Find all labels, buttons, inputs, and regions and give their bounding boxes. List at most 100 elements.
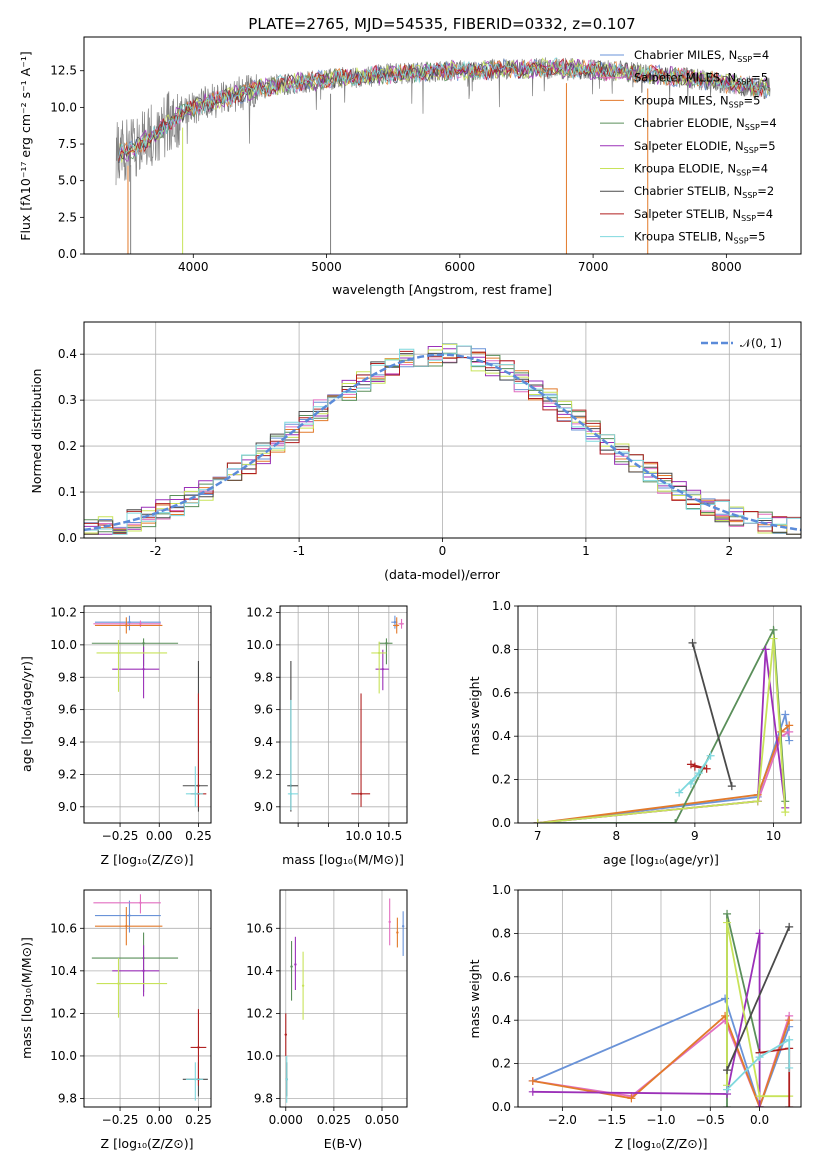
weight-series-line <box>537 626 787 823</box>
plot-area <box>287 615 404 812</box>
axes-frame <box>517 605 802 824</box>
x-tick-label: 7000 <box>578 260 609 274</box>
x-tick-label: 2 <box>725 544 733 558</box>
weight-marker <box>753 797 762 806</box>
weight-marker <box>761 645 770 654</box>
x-tick-label: 0.0 <box>750 1113 769 1127</box>
residuals-x-label: (data-model)/error <box>384 567 501 582</box>
legend-nssp: =5 <box>751 71 768 85</box>
data-point <box>142 642 145 645</box>
x-tick-label: 8 <box>612 829 620 843</box>
weight-z-x-label: Z [log₁₀(Z/Z⊙)] <box>615 1136 708 1151</box>
y-tick-label: 9.0 <box>58 800 77 814</box>
data-point <box>284 1033 287 1036</box>
weight-marker <box>702 764 711 773</box>
plot-area <box>284 898 405 1103</box>
y-tick-label: 10.4 <box>50 964 77 978</box>
plot-area <box>115 57 771 254</box>
weight-marker <box>755 929 764 938</box>
y-tick-label: 9.8 <box>254 1091 273 1105</box>
weight-marker <box>706 751 715 760</box>
x-tick-label: -2 <box>150 544 162 558</box>
data-point <box>401 924 405 928</box>
legend-nssp: =5 <box>749 230 766 244</box>
x-tick-label: 0.00 <box>146 829 173 843</box>
weight-marker <box>723 1103 732 1107</box>
normal-reference-curve <box>84 353 801 532</box>
y-tick-label: 10.2 <box>246 1006 273 1020</box>
y-tick-label: 10.6 <box>50 921 77 935</box>
legend-nssp: =5 <box>744 93 761 107</box>
data-point <box>359 792 363 796</box>
x-tick-label: 9 <box>691 829 699 843</box>
legend-nssp: =4 <box>760 116 777 130</box>
plot-area <box>528 909 794 1107</box>
weight-series-line <box>678 755 712 794</box>
y-tick-label: 9.8 <box>58 670 77 684</box>
legend-label: Salpeter MILES, NSSP=5 <box>634 71 768 87</box>
y-tick-label: 9.0 <box>254 800 273 814</box>
legend-nssp: =4 <box>751 162 768 176</box>
y-tick-label: 9.8 <box>254 670 273 684</box>
weight-series-line <box>691 642 733 787</box>
y-tick-label: 0.0 <box>58 247 77 261</box>
y-tick-label: 0.6 <box>492 686 511 700</box>
weight-marker <box>785 736 794 745</box>
age-mass-x-label: mass [log₁₀(M/M⊙)] <box>282 852 404 867</box>
mass-vs-extinction-panel: 0.000 0.025 0.050 9.8 10.0 10.2 10.4 10.6 <box>246 889 408 1127</box>
x-tick-label: −1.0 <box>646 1113 675 1127</box>
data-point <box>290 965 293 968</box>
weight-age-y-label: mass weight <box>467 676 482 755</box>
axes-frame <box>83 321 802 539</box>
y-tick-label: 2.5 <box>58 210 77 224</box>
y-tick-label: 1.0 <box>492 883 511 897</box>
x-tick-label: 0.000 <box>269 1113 303 1127</box>
y-tick-label: 10.0 <box>50 1049 77 1063</box>
weight-marker <box>755 1092 764 1101</box>
residuals-y-label: Normed distribution <box>29 369 44 494</box>
weight-series-line <box>726 926 791 1071</box>
legend-subscript: SSP <box>729 100 744 109</box>
y-tick-label: 10.0 <box>50 638 77 652</box>
legend-label: Salpeter ELODIE, NSSP=5 <box>634 139 776 155</box>
y-tick-label: 0.2 <box>58 439 77 453</box>
y-tick-label: 9.2 <box>58 767 77 781</box>
weight-marker <box>781 710 790 719</box>
data-point <box>393 620 397 624</box>
x-tick-label: −0.25 <box>102 829 139 843</box>
weight-marker <box>690 762 699 771</box>
weight-series-line <box>759 1047 791 1107</box>
mass-ebv-x-label: E(B-V) <box>324 1136 363 1151</box>
data-point <box>294 963 297 966</box>
x-tick-label: −2.0 <box>548 1113 577 1127</box>
plot-area <box>91 894 208 1101</box>
y-tick-label: 9.4 <box>58 735 77 749</box>
weight-series-line <box>726 1038 791 1091</box>
residuals-legend: 𝒩(0, 1) <box>701 336 782 350</box>
weight-marker <box>686 760 695 769</box>
y-tick-label: 12.5 <box>50 64 77 78</box>
y-tick-label: 0.2 <box>492 1057 511 1071</box>
weight-marker <box>627 1094 636 1103</box>
weight-marker <box>694 769 703 778</box>
weight-marker <box>723 1066 732 1075</box>
weight-marker <box>675 788 684 797</box>
y-tick-label: 0.4 <box>492 1013 511 1027</box>
mass-z-y-label: mass [log₁₀(M/M⊙)] <box>19 937 34 1059</box>
y-tick-label: 9.2 <box>254 767 273 781</box>
weight-marker <box>785 1063 794 1072</box>
x-tick-label: 8000 <box>711 260 742 274</box>
weight-marker <box>785 1103 794 1107</box>
y-tick-label: 1.0 <box>492 599 511 613</box>
weight-marker <box>755 1053 764 1062</box>
spectrum-x-label: wavelength [Angstrom, rest frame] <box>332 282 552 297</box>
weight-marker <box>769 625 778 634</box>
reference-legend-label: 𝒩(0, 1) <box>740 336 782 350</box>
x-tick-label: −1.5 <box>597 1113 626 1127</box>
axes-frame <box>279 605 408 824</box>
spectrum-panel: 4000 5000 6000 7000 8000 0.0 2.5 5.0 7.5 10.0 12.5 <box>50 36 802 274</box>
legend-label: Kroupa STELIB, NSSP=5 <box>634 230 765 246</box>
weight-marker <box>528 1076 537 1085</box>
data-point <box>117 982 120 985</box>
legend-label: Chabrier MILES, NSSP=4 <box>634 48 769 64</box>
